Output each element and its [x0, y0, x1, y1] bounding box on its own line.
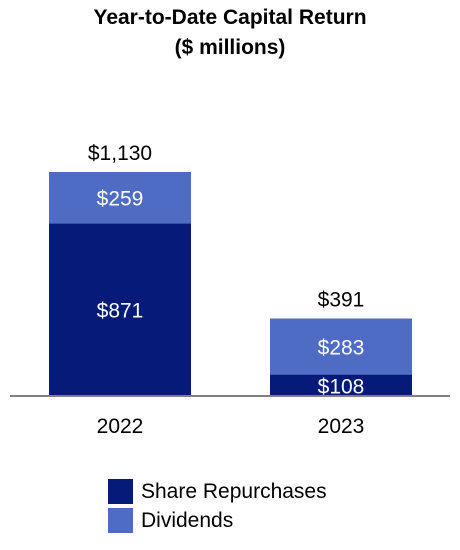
x-tick-label-2023: 2023	[318, 415, 365, 438]
legend-label-share-repurchases: Share Repurchases	[141, 479, 327, 503]
legend-swatch-share-repurchases	[108, 479, 133, 504]
legend-label-dividends: Dividends	[141, 508, 234, 532]
bar-dividends-2022	[49, 172, 191, 224]
legend-item-dividends: Dividends	[108, 506, 327, 535]
x-tick-label-2022: 2022	[97, 415, 144, 438]
data-label-dividends-2022: $259	[97, 188, 144, 211]
total-label-2023: $391	[318, 288, 365, 311]
data-label-share-repurchases-2022: $871	[97, 300, 144, 323]
legend-item-share-repurchases: Share Repurchases	[108, 477, 327, 506]
total-label-2022: $1,130	[88, 142, 152, 165]
legend-swatch-dividends	[108, 508, 133, 533]
data-label-share-repurchases-2023: $108	[318, 375, 365, 398]
chart-title: Year-to-Date Capital Return	[93, 6, 367, 29]
data-label-dividends-2023: $283	[318, 337, 365, 360]
bar-share-repurchases-2023	[270, 374, 412, 396]
bar-dividends-2023	[270, 318, 412, 375]
legend: Share Repurchases Dividends	[108, 477, 327, 535]
bar-share-repurchases-2022	[49, 223, 191, 396]
chart-subtitle: ($ millions)	[174, 36, 286, 59]
